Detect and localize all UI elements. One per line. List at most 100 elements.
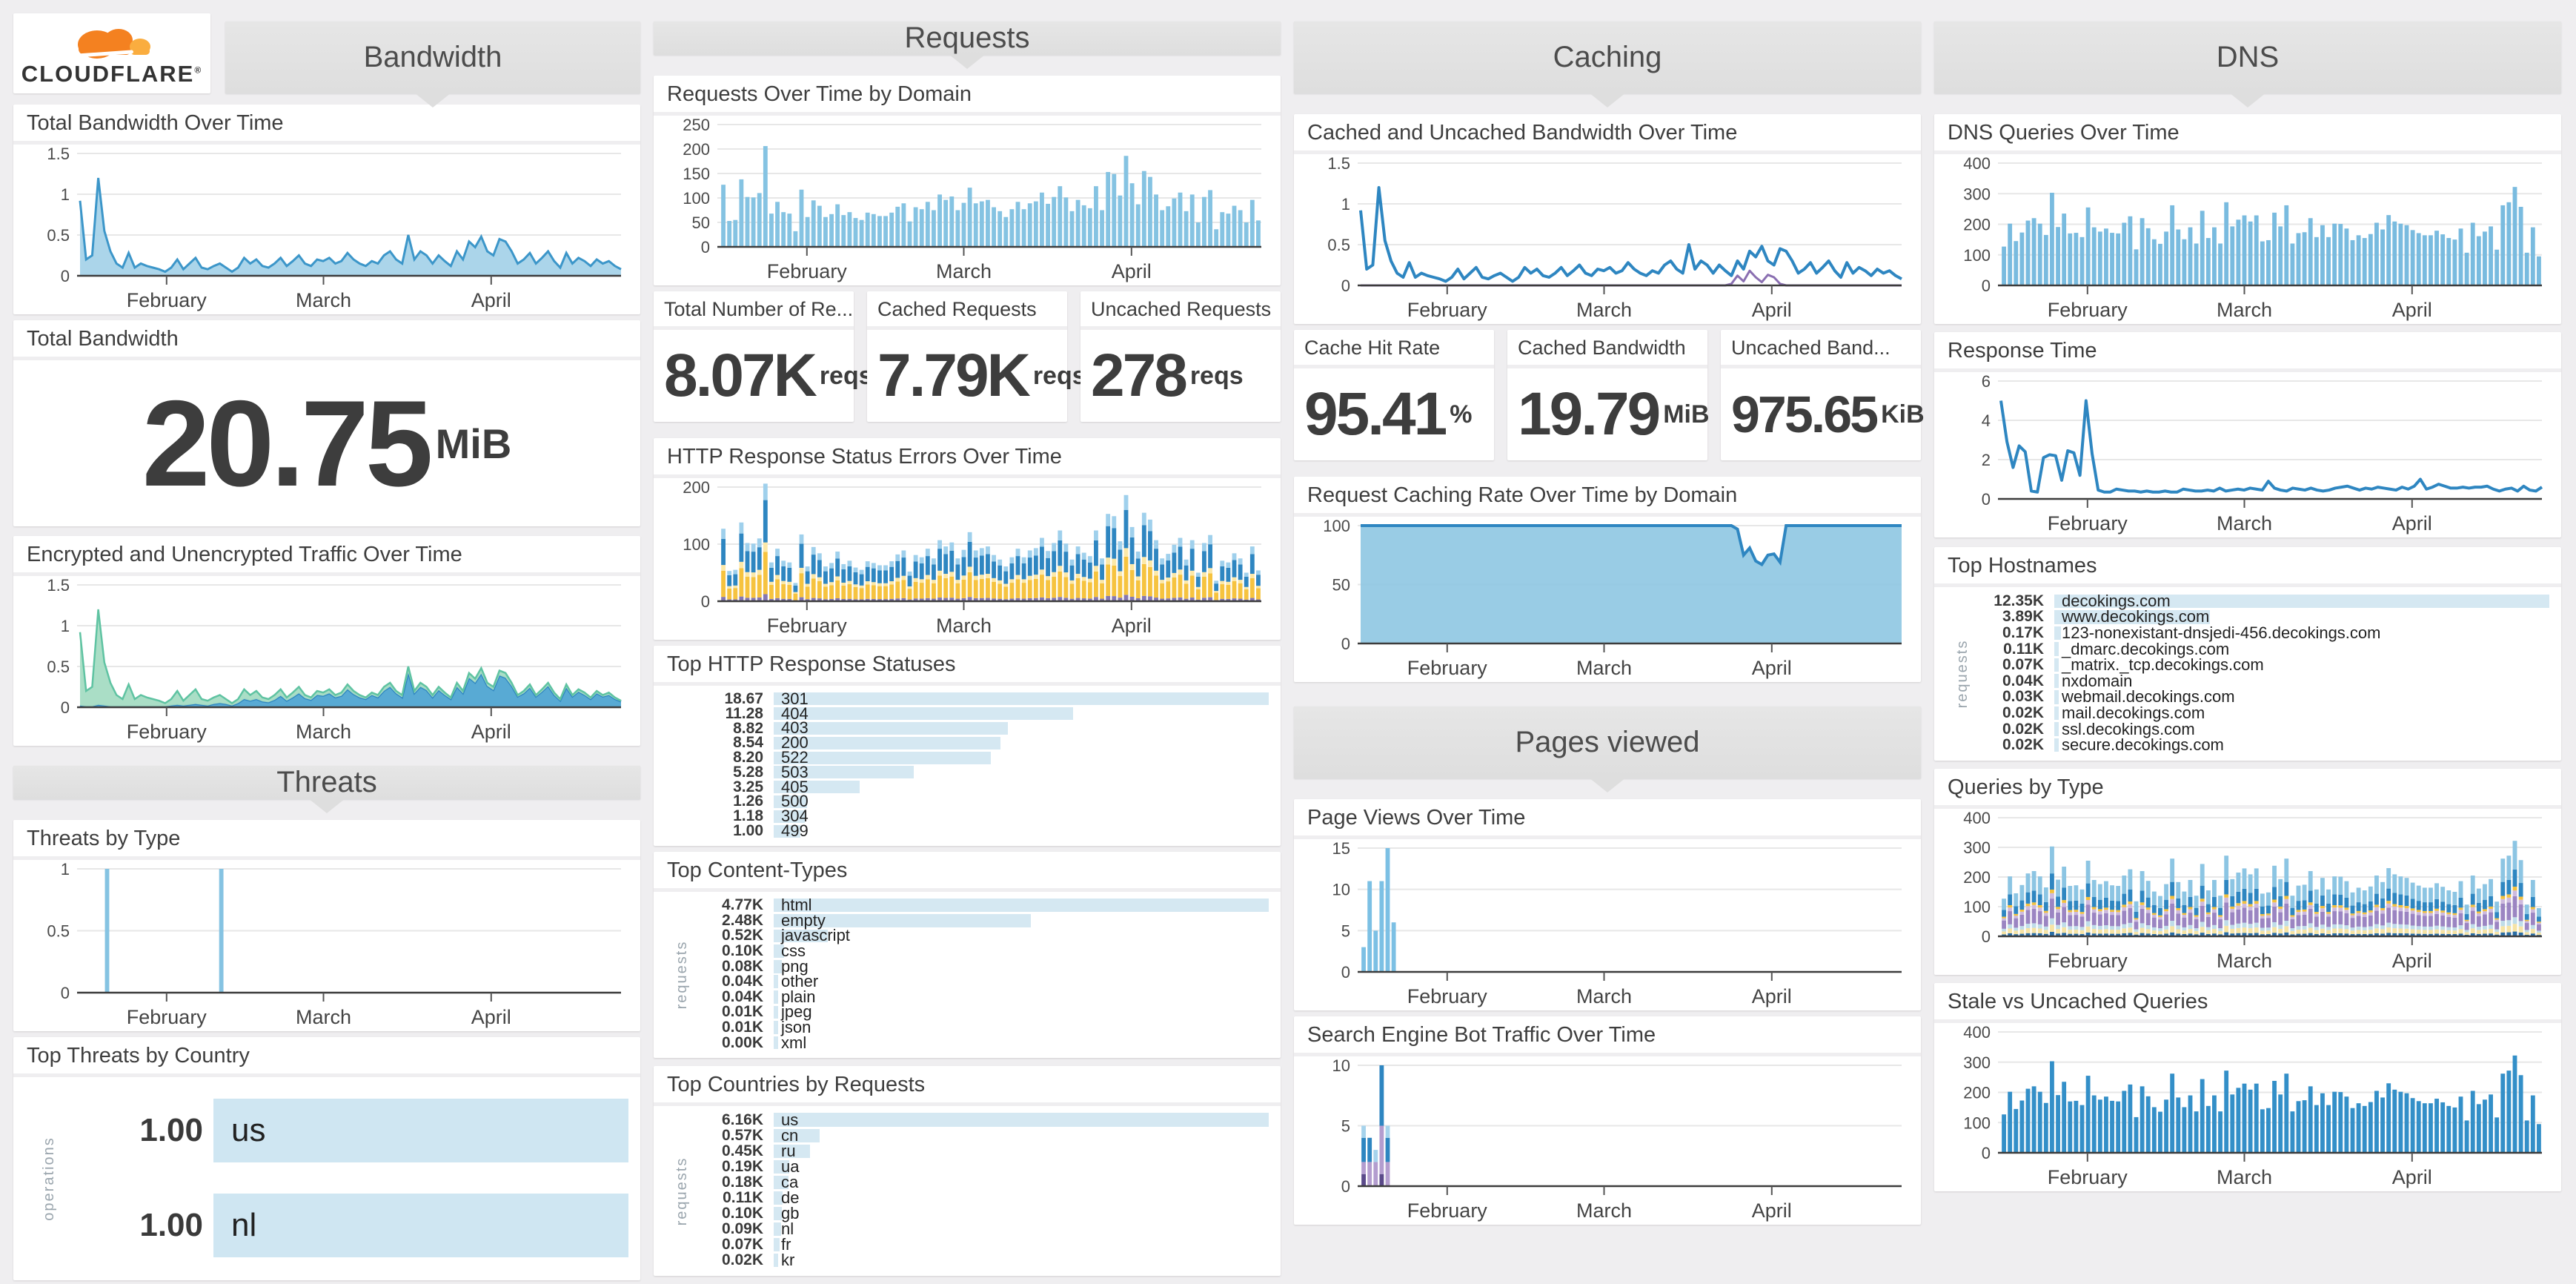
chart-title: HTTP Response Status Errors Over Time	[654, 438, 1281, 478]
chart-title: Stale vs Uncached Queries	[1934, 983, 2561, 1023]
svg-text:5: 5	[1341, 921, 1350, 940]
section-tab-caching[interactable]: Caching	[1294, 21, 1921, 107]
hbar-label: 500	[781, 792, 809, 811]
hbar-label: us	[231, 1112, 266, 1148]
panel-uncached-bandwidth-stat: Uncached Band... 975.65 KiB	[1721, 330, 1925, 460]
panel-total-bandwidth-over-time: Total Bandwidth Over Time 0 0.5 1 1.5 Februa…	[13, 105, 640, 314]
hbar-label: 522	[781, 748, 809, 767]
hbar-label: 123-nonexistant-dnsjedi-456.decokings.co…	[2062, 623, 2381, 642]
hbar-value: 8.54	[733, 734, 763, 752]
panel-http-errors: HTTP Response Status Errors Over Time 0 1…	[654, 438, 1281, 640]
hbar-label: 304	[781, 807, 809, 826]
panel-top-http-statuses: Top HTTP Response Statuses 18.67 301 11.28…	[654, 646, 1281, 846]
tab-notch	[308, 798, 345, 813]
hbar-bar	[774, 1175, 789, 1189]
section-title: Bandwidth	[363, 41, 502, 73]
stat-value-row: 7.79K reqs	[867, 330, 1086, 422]
hbar-axis-label: requests	[673, 1156, 690, 1225]
hbar-bar	[2054, 690, 2059, 704]
hbar-value: 0.08K	[721, 957, 763, 975]
hbar-label: javascript	[781, 926, 850, 945]
svg-text:300: 300	[1963, 838, 1991, 857]
svg-text:1.5: 1.5	[1327, 154, 1350, 173]
hbar-label: nl	[231, 1207, 257, 1243]
section-title: Threats	[276, 766, 377, 798]
svg-text:0: 0	[1341, 1177, 1350, 1196]
hbar-bar	[774, 1238, 780, 1252]
stat-value: 8.07K	[664, 342, 817, 409]
hbar-bar	[213, 1099, 628, 1162]
svg-text:March: March	[2217, 512, 2272, 535]
svg-text:0: 0	[701, 238, 710, 257]
hbar-value: 12.35K	[1994, 592, 2044, 609]
hbar-row: 0.01K json	[694, 1018, 1269, 1036]
hbar-row: 3.89K www.decokings.com	[1974, 607, 2549, 626]
svg-text:March: March	[1576, 657, 1632, 679]
stat-value-row: 8.07K reqs	[654, 330, 873, 422]
hbar-row: 4.77K html	[694, 896, 1269, 914]
svg-text:February: February	[767, 260, 848, 282]
hbar-row: 8.54 200	[694, 733, 1269, 752]
hbar-bar	[2054, 722, 2059, 736]
section-tab-requests[interactable]: Requests	[654, 21, 1281, 69]
panel-queries-by-type: Queries by Type 0 100 200 300 400 February Mar…	[1934, 769, 2561, 975]
svg-text:0: 0	[1982, 490, 1991, 509]
section-title: DNS	[2216, 41, 2280, 73]
svg-text:0: 0	[1982, 1144, 1991, 1162]
top-threats-country-list: operations 1.00 us 1.00 nl	[13, 1077, 640, 1280]
hbar-row: 0.03K webmail.decokings.com	[1974, 687, 2549, 706]
stat-value: 19.79	[1518, 380, 1661, 448]
svg-text:0.5: 0.5	[47, 922, 70, 941]
svg-text:100: 100	[683, 535, 710, 554]
section-tab-dns[interactable]: DNS	[1934, 21, 2561, 107]
hbar-bar	[774, 944, 784, 958]
section-tab-bandwidth[interactable]: Bandwidth	[225, 21, 640, 107]
hbar-value: 0.02K	[721, 1251, 763, 1269]
hbar-label: us	[781, 1110, 799, 1129]
svg-text:0: 0	[1982, 277, 1991, 295]
hbar-bar	[774, 707, 1073, 721]
chart-title: DNS Queries Over Time	[1934, 114, 2561, 154]
svg-text:0: 0	[61, 984, 70, 1002]
svg-text:100: 100	[683, 189, 710, 208]
hbar-bar	[774, 1159, 789, 1174]
hbar-value: 0.04K	[2002, 672, 2044, 689]
svg-text:300: 300	[1963, 185, 1991, 203]
section-title: Caching	[1553, 41, 1662, 73]
stat-unit: MiB	[1663, 400, 1710, 428]
hbar-label: _dmarc.decokings.com	[2062, 639, 2230, 658]
hbar-row: 0.07K _matrix._tcp.decokings.com	[1974, 655, 2549, 674]
svg-text:April: April	[1752, 657, 1792, 679]
hbar-label: 405	[781, 777, 809, 796]
svg-text:April: April	[2392, 512, 2432, 535]
svg-text:April: April	[1752, 985, 1792, 1007]
svg-text:April: April	[471, 721, 511, 743]
section-title: Requests	[904, 21, 1030, 54]
caching-rate-area-chart: 0 50 100 February March April	[1294, 517, 1921, 682]
hbar-value: 0.11K	[723, 1189, 763, 1207]
hbar-label: xml	[781, 1033, 807, 1052]
hbar-value: 6.16K	[721, 1111, 763, 1128]
stat-title: Total Bandwidth	[13, 320, 640, 360]
hbar-row: 0.09K nl	[694, 1220, 1269, 1238]
panel-cache-hit-rate-stat: Cache Hit Rate 95.41 %	[1294, 330, 1494, 460]
svg-text:1: 1	[1341, 195, 1350, 214]
hbar-bar	[774, 781, 860, 794]
stat-unit: reqs	[1189, 361, 1244, 390]
tab-notch	[1589, 778, 1626, 792]
panel-uncached-requests-stat: Uncached Requests 278 reqs	[1080, 291, 1281, 422]
hbar-bar	[2054, 626, 2062, 641]
svg-text:April: April	[2392, 1166, 2432, 1188]
hbar-label: ssl.decokings.com	[2062, 719, 2195, 738]
hbar-axis-label: operations	[41, 1136, 58, 1221]
svg-text:1: 1	[61, 617, 70, 635]
hbar-value: 4.77K	[721, 896, 763, 914]
svg-text:March: March	[936, 260, 992, 282]
svg-text:April: April	[1112, 260, 1152, 282]
panel-cached-uncached-bandwidth: Cached and Uncached Bandwidth Over Time …	[1294, 114, 1921, 324]
hbar-value: 0.01K	[721, 1019, 763, 1036]
section-tab-threats[interactable]: Threats	[13, 766, 640, 813]
section-tab-pages-viewed[interactable]: Pages viewed	[1294, 706, 1921, 792]
caching-stats-row: Cache Hit Rate 95.41 % Cached Bandwidth …	[1294, 330, 1925, 460]
hbar-value: 1.00	[139, 1207, 203, 1243]
